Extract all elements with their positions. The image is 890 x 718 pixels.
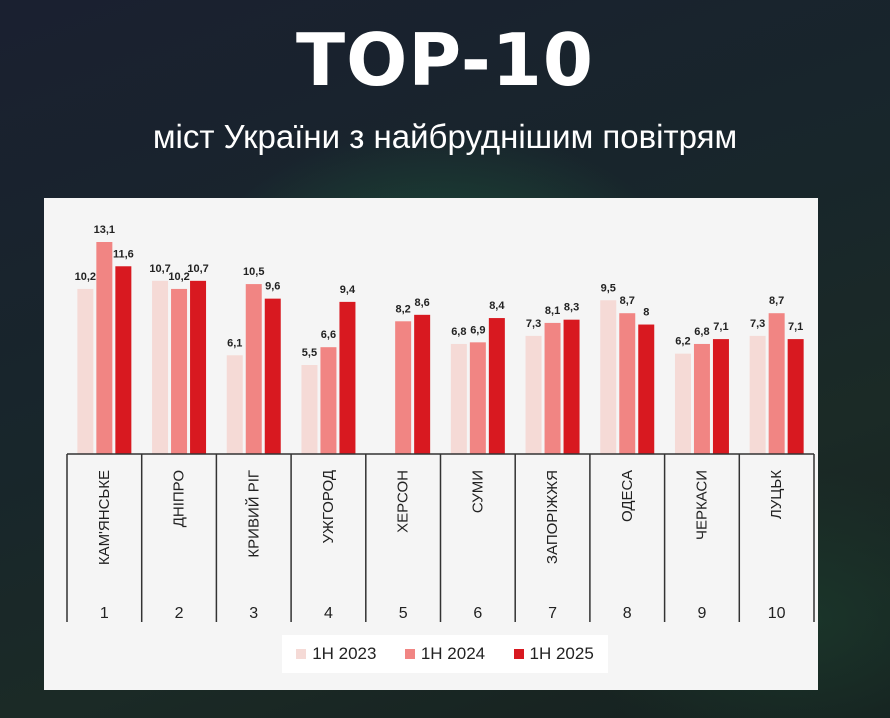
rank-label: 10 [768,605,786,622]
data-label: 7,1 [788,321,803,333]
chart-card: 10,2 13,1 11,6 10,7 10,2 10,7 6,1 10,5 9,6 5,5 6,6… [44,198,818,690]
data-label: 10,2 [75,271,96,283]
category-label: СУМИ [469,470,486,513]
category-label: ЗАПОРІЖЖЯ [544,470,561,564]
data-label: 8,3 [564,302,579,314]
legend-swatch-2025 [513,649,524,659]
page-subtitle: міст України з найбруднішим повітрям [152,118,738,155]
data-label: 6,8 [694,326,709,338]
bar [115,266,132,454]
legend-label-2024: 1H 2024 [420,644,486,663]
bar [488,318,505,454]
bar [693,343,710,454]
bar [712,339,729,454]
bar [674,353,691,454]
bar [525,335,542,454]
bar [171,288,188,454]
category-label: ОДЕСА [619,470,636,522]
data-label: 8,4 [489,300,505,312]
bar [245,284,262,454]
data-label: 8,1 [545,305,560,317]
legend-swatch-2024 [404,649,415,659]
category-label: ЛУЦЬК [768,470,785,519]
category-label: УЖГОРОД [320,470,337,544]
legend-item-2023: 1H 2023 [296,644,376,664]
legend-swatch-2023 [296,649,307,659]
bar [190,280,207,454]
data-label: 13,1 [94,224,115,236]
bar [395,321,412,454]
data-label: 6,8 [451,326,466,338]
bar [339,301,356,454]
rank-label: 8 [623,605,632,622]
data-label: 5,5 [302,347,317,359]
chart-legend: 1H 2023 1H 2024 1H 2025 [282,635,608,673]
bar [152,280,169,454]
data-label: 7,3 [526,318,541,330]
category-label: ДНІПРО [171,470,188,527]
rank-label: 4 [324,605,333,622]
data-label: 9,5 [601,282,616,294]
data-label: 8,2 [396,303,411,315]
data-label: 7,3 [750,318,765,330]
legend-label-2023: 1H 2023 [312,644,377,663]
page-title: TOP-10 [296,18,594,102]
data-label: 6,2 [675,336,690,348]
rank-label: 5 [399,605,408,622]
bar [768,313,785,454]
category-label: ЧЕРКАСИ [693,470,710,540]
bar [638,324,655,454]
bar [414,314,431,454]
data-label: 10,7 [149,263,170,275]
data-label: 9,6 [265,281,280,293]
bar [96,242,113,454]
category-label: КАМ'ЯНСЬКЕ [96,470,113,565]
data-label: 6,6 [321,329,336,341]
rank-label: 9 [697,605,706,622]
rank-label: 7 [548,605,557,622]
bar [77,288,94,454]
data-label: 10,5 [243,266,264,278]
bar [264,298,281,454]
data-label: 8,7 [769,295,784,307]
bar-chart: 10,213,111,610,710,210,76,110,59,65,56,6… [66,224,815,622]
bar [301,364,318,454]
legend-label-2025: 1H 2025 [529,644,594,663]
category-label: КРИВИЙ РІГ [244,470,262,558]
rank-label: 2 [175,605,184,622]
data-label: 7,1 [713,321,728,333]
rank-label: 1 [100,605,109,622]
bar [226,355,243,454]
bar [600,300,617,454]
bar [469,342,486,454]
data-label: 11,6 [113,248,134,260]
bar [619,313,636,454]
bar [450,343,467,454]
data-label: 6,1 [227,337,242,349]
data-label: 9,4 [340,284,356,296]
data-label: 8,7 [620,295,635,307]
data-label: 8,6 [415,297,430,309]
category-label: ХЕРСОН [395,470,412,533]
data-label: 10,2 [168,271,189,283]
data-label: 6,9 [470,324,485,336]
bar [563,319,580,454]
bar [749,335,766,454]
bar [544,322,561,454]
bar [787,339,804,454]
rank-label: 3 [249,605,258,622]
rank-label: 6 [473,605,482,622]
data-label: 10,7 [187,263,208,275]
bar [320,347,337,454]
data-label: 8 [643,307,649,319]
legend-item-2025: 1H 2025 [513,644,594,664]
legend-item-2024: 1H 2024 [404,644,486,664]
